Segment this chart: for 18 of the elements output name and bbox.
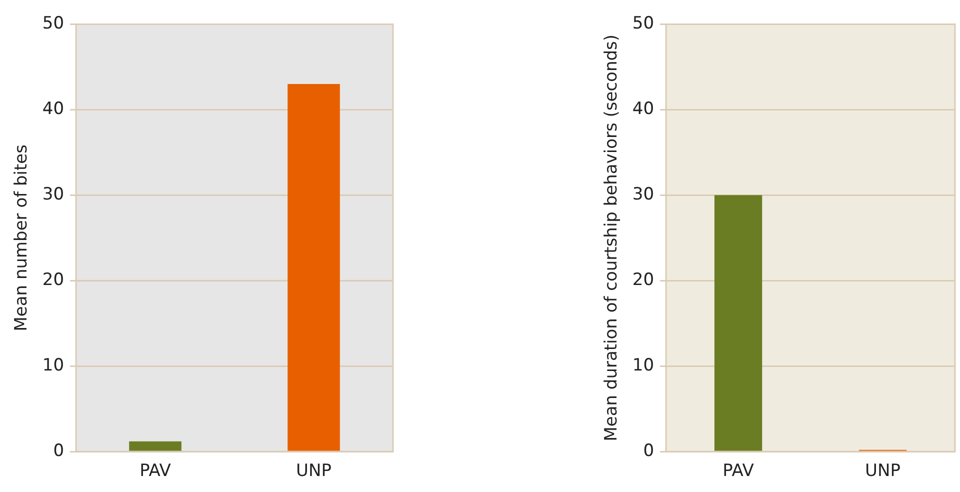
x-tick-label: PAV [722, 461, 754, 482]
x-tick-label: UNP [296, 461, 332, 482]
y-tick-label: 10 [632, 356, 654, 376]
y-axis-title: Mean duration of courtship behaviors (seconds) [602, 34, 622, 442]
y-tick-label: 30 [42, 184, 64, 205]
y-tick-label: 40 [42, 99, 64, 120]
y-tick-label: 40 [632, 99, 654, 120]
x-tick-label: PAV [140, 461, 172, 482]
y-axis-title: Mean number of bites [12, 144, 32, 332]
y-tick-label: 0 [53, 441, 64, 462]
x-tick-label: UNP [865, 461, 900, 482]
y-tick-label: 30 [632, 184, 654, 205]
y-tick-label: 20 [42, 270, 64, 290]
y-tick-label: 50 [42, 14, 64, 34]
y-tick-label: 0 [643, 441, 654, 462]
y-tick-label: 20 [632, 270, 654, 290]
y-tick-label: 10 [42, 356, 64, 376]
y-tick-label: 50 [632, 14, 654, 34]
